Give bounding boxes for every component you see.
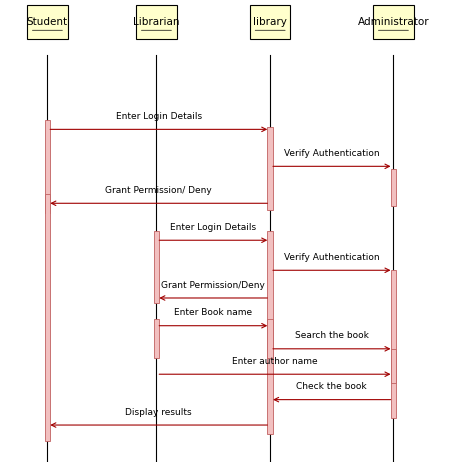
- Text: Enter Login Details: Enter Login Details: [116, 112, 202, 121]
- Text: Student: Student: [27, 17, 68, 27]
- Bar: [45, 120, 50, 213]
- Text: Enter Book name: Enter Book name: [174, 309, 252, 317]
- Bar: [45, 194, 50, 441]
- Text: Search the book: Search the book: [295, 332, 369, 340]
- FancyBboxPatch shape: [27, 5, 67, 39]
- Text: Grant Permission/Deny: Grant Permission/Deny: [161, 281, 265, 290]
- Text: Check the book: Check the book: [297, 383, 367, 391]
- Text: Librarian: Librarian: [133, 17, 180, 27]
- Bar: [154, 319, 159, 358]
- Text: Administrator: Administrator: [357, 17, 429, 27]
- Bar: [267, 319, 273, 358]
- Text: Verify Authentication: Verify Authentication: [284, 253, 380, 262]
- Text: Display results: Display results: [126, 408, 192, 417]
- Text: library: library: [253, 17, 287, 27]
- Bar: [154, 231, 159, 303]
- Bar: [391, 349, 396, 383]
- Bar: [391, 169, 396, 206]
- Text: Grant Permission/ Deny: Grant Permission/ Deny: [105, 186, 212, 195]
- Bar: [267, 231, 273, 434]
- FancyBboxPatch shape: [373, 5, 413, 39]
- Bar: [391, 270, 396, 418]
- FancyBboxPatch shape: [137, 5, 176, 39]
- Text: Verify Authentication: Verify Authentication: [284, 149, 380, 158]
- FancyBboxPatch shape: [250, 5, 290, 39]
- Text: Enter author name: Enter author name: [232, 357, 318, 366]
- Bar: [267, 127, 273, 210]
- Text: Enter Login Details: Enter Login Details: [170, 223, 256, 232]
